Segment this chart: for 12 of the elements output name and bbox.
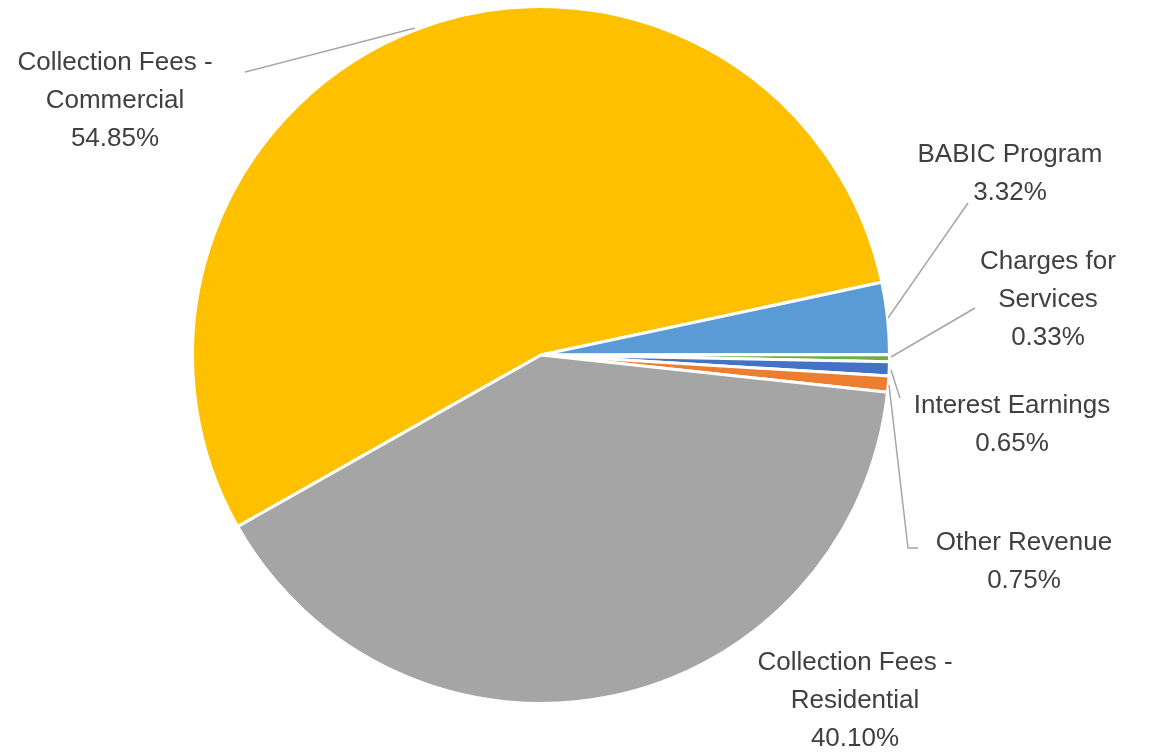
data-label: 0.75% xyxy=(987,564,1061,595)
data-label: 0.33% xyxy=(1011,321,1085,352)
slice-label: Other Revenue xyxy=(935,526,1113,557)
data-label: 54.85% xyxy=(70,122,160,153)
data-label: 40.10% xyxy=(810,722,900,753)
slice-label: Collection Fees - Residential xyxy=(757,646,953,715)
slice-label: Interest Earnings xyxy=(913,389,1111,420)
slice-label: BABIC Program xyxy=(917,138,1103,169)
slice-label: Collection Fees - Commercial xyxy=(17,46,213,115)
data-label: 3.32% xyxy=(973,176,1047,207)
slice-label: Charges for Services xyxy=(980,245,1117,314)
data-label: 0.65% xyxy=(975,427,1049,458)
